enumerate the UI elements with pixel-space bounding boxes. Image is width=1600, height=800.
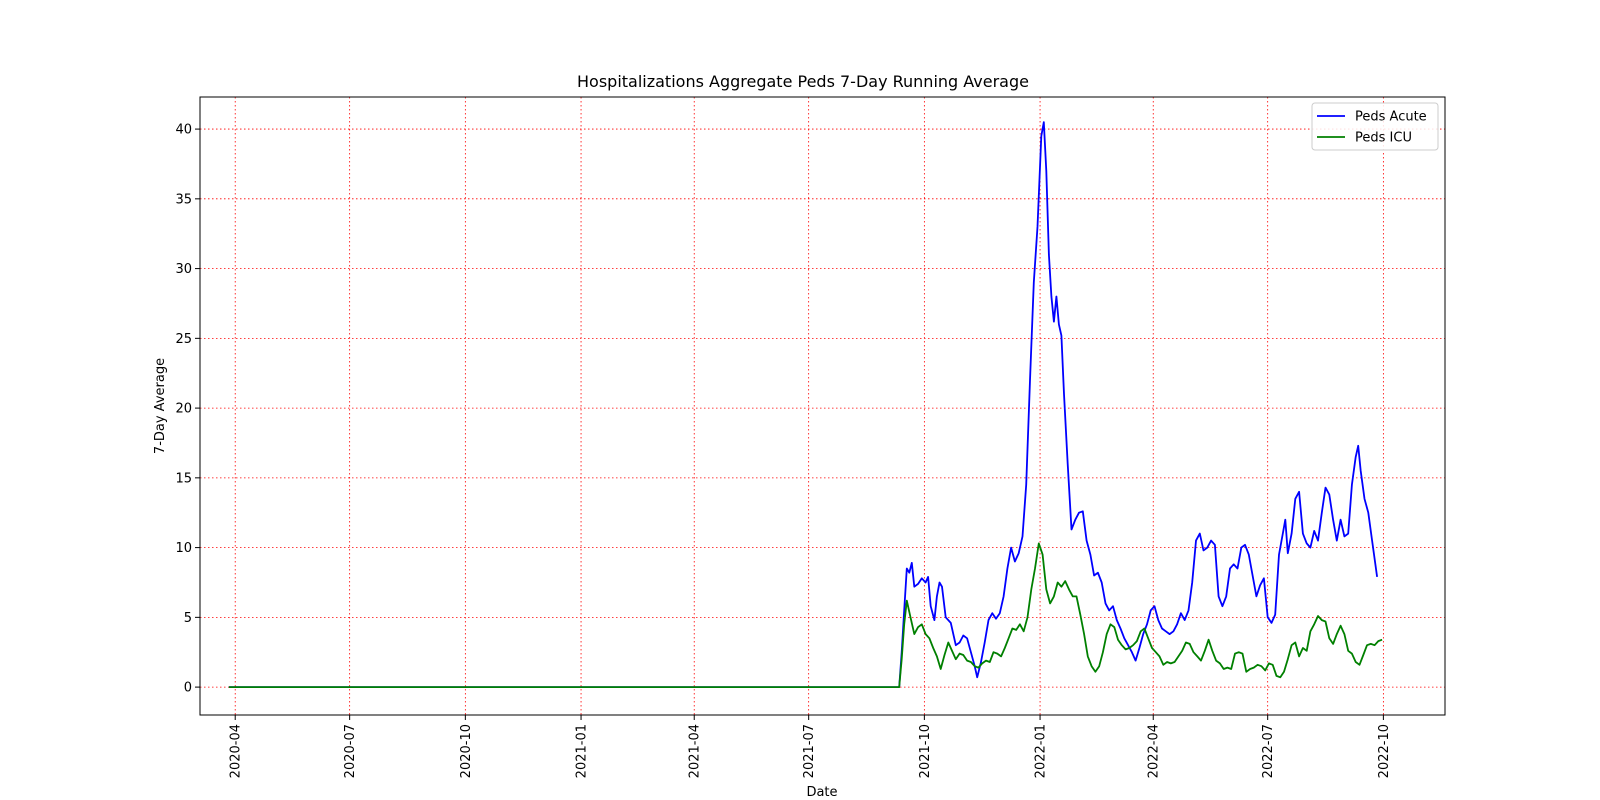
y-axis-title: 7-Day Average <box>153 358 168 454</box>
y-tick-label: 40 <box>175 123 192 138</box>
legend-label: Peds Acute <box>1355 110 1427 125</box>
legend-box <box>1311 102 1439 151</box>
x-tick-label: 2022-01 <box>1034 724 1049 778</box>
y-axis-ticks: 0 5 10 15 20 25 30 35 40 <box>175 123 200 696</box>
y-tick-label: 0 <box>184 681 192 696</box>
x-tick-label: 2021-07 <box>802 724 817 778</box>
x-tick-label: 2021-04 <box>688 724 703 778</box>
x-tick-label: 2020-04 <box>229 724 244 778</box>
y-tick-label: 10 <box>175 541 192 556</box>
y-tick-label: 15 <box>175 471 192 486</box>
y-tick-label: 5 <box>184 611 192 626</box>
x-tick-label: 2022-07 <box>1261 724 1276 778</box>
y-tick-label: 30 <box>175 262 192 277</box>
x-tick-label: 2022-10 <box>1377 724 1392 778</box>
x-tick-label: 2022-04 <box>1147 724 1162 778</box>
legend-label: Peds ICU <box>1355 131 1412 146</box>
y-tick-label: 20 <box>175 402 192 417</box>
x-tick-label: 2021-10 <box>918 724 933 778</box>
grid <box>200 97 1445 715</box>
x-tick-label: 2020-10 <box>459 724 474 778</box>
y-tick-label: 25 <box>175 332 192 347</box>
x-tick-label: 2020-07 <box>343 724 358 778</box>
x-axis-title: Date <box>806 785 837 800</box>
chart-title: Hospitalizations Aggregate Peds 7-Day Ru… <box>577 72 1029 91</box>
series-lines <box>228 121 1383 688</box>
x-axis-ticks: 2020-04 2020-07 2020-10 2021-01 2021-04 2021-… <box>229 715 1392 778</box>
series-line-peds-icu <box>228 542 1383 688</box>
series-line-peds-acute <box>228 121 1378 688</box>
legend: Peds Acute Peds ICU <box>1311 102 1439 151</box>
x-tick-label: 2021-01 <box>575 724 590 778</box>
plot-frame <box>199 96 1446 716</box>
y-tick-label: 35 <box>175 192 192 207</box>
